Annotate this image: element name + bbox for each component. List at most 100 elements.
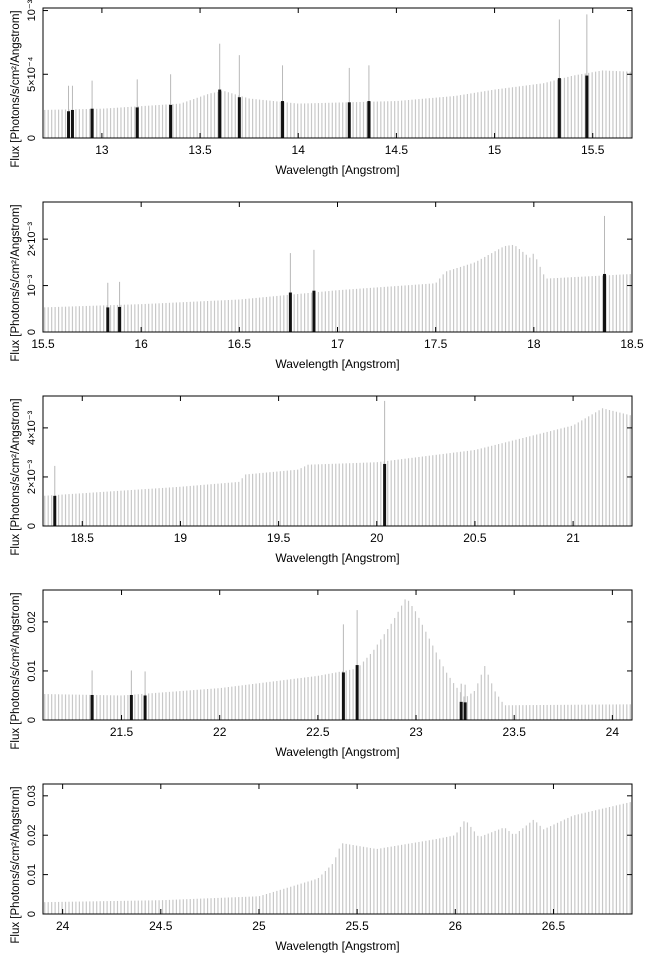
chart-svg: 24 24.5 25 25.5 26 26.5 0 0.01 0.02 0.03 Wavelengt… [10,783,633,953]
x-tick-label: 24 [606,725,620,739]
y-tick-label: 0 [26,717,38,723]
emission-line-bar [218,89,222,138]
emission-line-bar [341,672,345,720]
emission-line-bar [106,307,110,332]
x-tick-label: 14 [292,143,306,157]
y-tick-label: 0.01 [26,864,38,885]
y-tick-label: 0 [26,911,38,917]
y-axis-label: Flux [Photons/s/cm²/Angstrom] [10,592,22,749]
emission-line-bar [459,701,463,720]
x-tick-label: 15.5 [31,337,55,351]
x-tick-label: 22 [213,725,227,739]
emission-line-bar [53,495,57,526]
emission-line-bar [67,111,71,138]
chart-panel-3: 18.5 19 19.5 20 20.5 21 0 2×10⁻³ 4×10⁻³ Wavelengt… [0,388,653,587]
plot-frame [42,783,633,915]
chart-panel-2: 15.5 16 16.5 17 17.5 18 18.5 0 10⁻³ 2×10⁻³ Wavelen… [0,194,653,393]
x-tick-label: 23 [409,725,423,739]
y-tick-label: 10⁻³ [26,0,38,21]
x-tick-label: 15.5 [581,143,605,157]
x-tick-label: 19 [174,531,188,545]
chart-svg: 21.5 22 22.5 23 23.5 24 0 0.01 0.02 Wavelength [A… [10,589,633,759]
plot-frame [42,7,633,139]
emission-line-bar [557,78,561,138]
emission-line-bar [129,694,133,720]
y-tick-label: 0 [26,329,38,335]
y-axis-label: Flux [Photons/s/cm²/Angstrom] [10,786,22,943]
emission-line-bar [90,694,94,720]
x-tick-label: 21 [566,531,580,545]
emission-line-bar [70,109,74,138]
emission-line-bar [169,104,173,138]
x-tick-label: 13.5 [188,143,212,157]
x-axis-label: Wavelength [Angstrom] [275,357,399,371]
x-tick-label: 19.5 [267,531,291,545]
x-tick-label: 14.5 [385,143,409,157]
x-tick-label: 26 [449,919,463,933]
x-tick-label: 18 [527,337,541,351]
y-tick-label: 0.03 [26,785,38,806]
emission-line-bar [143,695,147,720]
chart-panel-4: 21.5 22 22.5 23 23.5 24 0 0.01 0.02 Wavelength [A… [0,582,653,781]
x-tick-label: 18.5 [71,531,95,545]
x-axis-label: Wavelength [Angstrom] [275,551,399,565]
x-tick-label: 17.5 [424,337,448,351]
x-axis-label: Wavelength [Angstrom] [275,745,399,759]
chart-svg: 13 13.5 14 14.5 15 15.5 0 5×10⁻⁴ 10⁻³ Wavelength … [10,0,633,177]
x-tick-label: 16.5 [228,337,252,351]
chart-svg: 15.5 16 16.5 17 17.5 18 18.5 0 10⁻³ 2×10⁻³ Wavelen… [10,201,644,371]
emission-line-bar [281,101,285,138]
emission-line-bar [312,290,316,332]
y-axis-label: Flux [Photons/s/cm²/Angstrom] [10,398,22,555]
x-tick-label: 25 [252,919,266,933]
y-tick-label: 2×10⁻³ [26,459,38,494]
emission-line-bar [463,702,467,720]
x-tick-label: 18.5 [620,337,644,351]
chart-panel-5: 24 24.5 25 25.5 26 26.5 0 0.01 0.02 0.03 Wavelengt… [0,776,653,975]
x-tick-label: 24.5 [149,919,173,933]
y-tick-label: 0.01 [26,660,38,681]
x-tick-label: 15 [488,143,502,157]
x-axis-label: Wavelength [Angstrom] [275,939,399,953]
x-tick-label: 21.5 [110,725,134,739]
chart-svg: 18.5 19 19.5 20 20.5 21 0 2×10⁻³ 4×10⁻³ Wavelengt… [10,395,633,565]
emission-line-bar [367,101,371,138]
y-tick-label: 5×10⁻⁴ [26,56,38,92]
x-tick-label: 13 [95,143,109,157]
y-tick-label: 0 [26,523,38,529]
y-axis-label: Flux [Photons/s/cm²/Angstrom] [10,204,22,361]
x-tick-label: 25.5 [345,919,369,933]
y-tick-label: 0 [26,135,38,141]
x-tick-label: 22.5 [306,725,330,739]
x-tick-label: 23.5 [503,725,527,739]
chart-panel-1: 13 13.5 14 14.5 15 15.5 0 5×10⁻⁴ 10⁻³ Wavelength … [0,0,653,199]
y-axis-label: Flux [Photons/s/cm²/Angstrom] [10,10,22,167]
x-tick-label: 16 [134,337,148,351]
plot-frame [42,589,633,721]
emission-line-bar [90,108,94,138]
emission-line-bar [118,306,122,332]
continuum-bins [44,408,631,526]
continuum-bins [44,70,631,138]
y-tick-label: 4×10⁻³ [26,410,38,445]
y-tick-label: 0.02 [26,825,38,846]
y-tick-label: 2×10⁻³ [26,222,38,257]
x-tick-label: 26.5 [542,919,566,933]
continuum-bins [44,244,631,332]
x-tick-label: 24 [56,919,70,933]
y-tick-label: 0.02 [26,611,38,632]
emission-line-bar [347,102,351,138]
emission-line-bar [237,97,241,138]
x-tick-label: 20.5 [463,531,487,545]
continuum-bins [44,802,631,914]
plot-frame [42,395,633,527]
emission-line-bar [135,107,139,138]
emission-line-bar [603,273,607,332]
x-tick-label: 20 [370,531,384,545]
emission-line-bar [288,292,292,332]
y-tick-label: 10⁻³ [26,274,38,296]
x-tick-label: 17 [331,337,345,351]
emission-line-bar [383,463,387,526]
x-axis-label: Wavelength [Angstrom] [275,163,399,177]
emission-line-bar [355,665,359,720]
